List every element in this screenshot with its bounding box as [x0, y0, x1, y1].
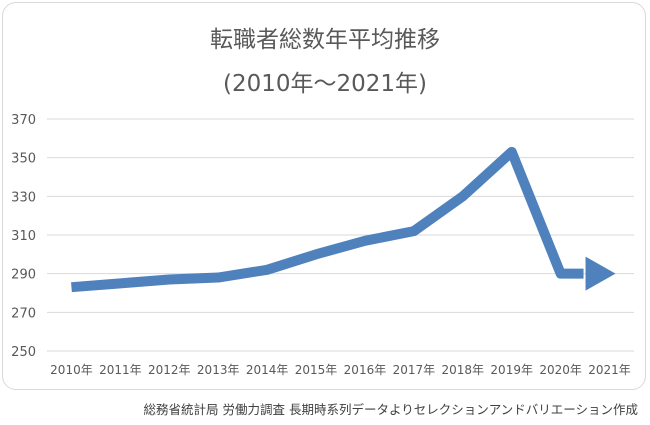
chart-title: 転職者総数年平均推移: [210, 27, 440, 53]
x-tick-label: 2016年: [344, 363, 387, 377]
x-tick-label: 2010年: [50, 363, 93, 377]
x-tick-label: 2015年: [295, 363, 338, 377]
arrow-head: [585, 256, 616, 291]
y-tick-label: 250: [11, 345, 36, 360]
x-tick-label: 2014年: [246, 363, 289, 377]
x-tick-label: 2021年: [588, 363, 631, 377]
y-tick-label: 370: [11, 113, 36, 128]
x-tick-label: 2012年: [148, 363, 191, 377]
y-tick-label: 310: [11, 229, 36, 244]
x-tick-label: 2017年: [393, 363, 436, 377]
y-tick-label: 330: [11, 190, 36, 205]
chart-subtitle: (2010年～2021年): [222, 71, 427, 97]
source-note: 総務省統計局 労働力調査 長期時系列データよりセレクションアンドバリエーション作…: [143, 402, 638, 417]
y-tick-label: 270: [11, 306, 36, 321]
y-tick-label: 350: [11, 152, 36, 167]
x-tick-label: 2019年: [490, 363, 533, 377]
y-tick-label: 290: [11, 268, 36, 283]
x-tick-label: 2018年: [442, 363, 485, 377]
series-line: [71, 146, 584, 293]
x-tick-label: 2020年: [539, 363, 582, 377]
x-tick-label: 2013年: [197, 363, 240, 377]
x-tick-label: 2011年: [99, 363, 142, 377]
